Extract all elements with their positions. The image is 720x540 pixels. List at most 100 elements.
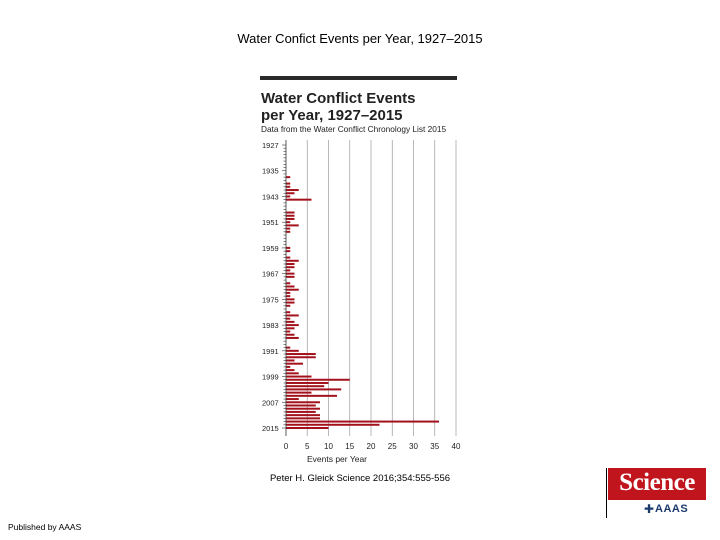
bar-1965: [286, 266, 295, 269]
bar-2007: [286, 401, 320, 404]
bar-2009: [286, 407, 320, 410]
bar-1981: [286, 317, 291, 320]
bar-1966: [286, 269, 291, 272]
bar-1995: [286, 362, 303, 365]
x-tick-label-20: 20: [367, 442, 376, 451]
bar-1997: [286, 369, 295, 372]
y-tick-label-1959: 1959: [262, 244, 279, 253]
bar-1949: [286, 214, 295, 217]
bar-1943: [286, 195, 291, 198]
bar-1982: [286, 320, 295, 323]
logo-divider: [606, 468, 607, 518]
aaas-logo-text: AAAS: [655, 503, 689, 515]
bar-2005: [286, 394, 337, 397]
bar-1967: [286, 272, 295, 275]
bar-2003: [286, 388, 342, 391]
bar-1963: [286, 259, 299, 262]
y-tick-label-1991: 1991: [262, 347, 279, 356]
x-tick-label-40: 40: [452, 442, 461, 451]
bar-1941: [286, 189, 299, 192]
y-tick-label-2007: 2007: [262, 398, 279, 407]
bar-2008: [286, 404, 316, 407]
bar-1985: [286, 330, 291, 333]
bar-1951: [286, 221, 291, 224]
bar-2014: [286, 423, 380, 426]
y-tick-label-1999: 1999: [262, 373, 279, 382]
bar-1952: [286, 224, 299, 227]
citation: Peter H. Gleick Science 2016;354:555-556: [269, 473, 451, 484]
bar-1984: [286, 327, 295, 330]
x-tick-label-10: 10: [324, 442, 333, 451]
aaas-emblem-icon: ✚: [644, 502, 655, 516]
bar-1939: [286, 182, 291, 185]
bar-1942: [286, 192, 295, 195]
chart-svg: Water Conflict Events per Year, 1927–201…: [260, 76, 461, 464]
bar-1991: [286, 349, 299, 352]
bar-1959: [286, 246, 291, 249]
bar-1962: [286, 256, 291, 259]
bar-2002: [286, 385, 325, 388]
y-tick-label-1927: 1927: [262, 141, 279, 150]
x-tick-label-5: 5: [305, 442, 310, 451]
bar-1973: [286, 291, 291, 294]
bar-1996: [286, 365, 291, 368]
science-logo: Science ✚ AAAS: [600, 466, 708, 520]
bar-1999: [286, 375, 312, 378]
x-tick-label-25: 25: [388, 442, 397, 451]
chart-title-line2: per Year, 1927–2015: [261, 107, 403, 124]
x-tick-label-0: 0: [284, 442, 289, 451]
x-axis-label: Events per Year: [307, 454, 367, 464]
bar-1964: [286, 262, 295, 265]
bar-1937: [286, 176, 291, 179]
bar-2006: [286, 398, 299, 401]
y-tick-label-1943: 1943: [262, 192, 279, 201]
bar-2015: [286, 427, 329, 429]
chart-x-axis: 0 5 10 15 20 25 30 35 40: [284, 442, 461, 451]
bar-1975: [286, 298, 295, 301]
chart-subtitle: Data from the Water Conflict Chronology …: [261, 124, 446, 134]
y-tick-label-2015: 2015: [262, 424, 279, 433]
bar-1990: [286, 346, 291, 349]
bar-1993: [286, 356, 316, 359]
bar-1983: [286, 324, 299, 327]
bar-1970: [286, 282, 291, 285]
y-tick-label-1951: 1951: [262, 218, 279, 227]
bar-2012: [286, 417, 320, 420]
bar-1960: [286, 250, 291, 253]
bar-1971: [286, 285, 295, 288]
bar-2001: [286, 381, 329, 384]
chart-title-line1: Water Conflict Events: [261, 90, 415, 107]
bar-1940: [286, 185, 291, 188]
chart-grid: [306, 140, 457, 436]
bar-1944: [286, 198, 312, 201]
bar-1980: [286, 314, 299, 317]
bar-1950: [286, 217, 295, 220]
y-tick-label-1935: 1935: [262, 167, 279, 176]
bar-2010: [286, 410, 316, 413]
y-tick-label-1967: 1967: [262, 270, 279, 279]
x-tick-label-35: 35: [430, 442, 439, 451]
x-tick-label-30: 30: [409, 442, 418, 451]
bar-1976: [286, 301, 295, 304]
bar-1974: [286, 295, 291, 298]
bar-1948: [286, 211, 295, 214]
bar-1994: [286, 359, 295, 362]
chart-bars: [286, 176, 439, 429]
x-tick-label-15: 15: [345, 442, 354, 451]
science-logo-text: Science: [619, 469, 695, 496]
bar-1953: [286, 227, 291, 230]
bar-1972: [286, 288, 299, 291]
bar-1977: [286, 304, 291, 307]
bar-1998: [286, 372, 299, 375]
bar-2013: [286, 420, 439, 423]
published-by: Published by AAAS: [8, 522, 82, 532]
bar-2011: [286, 414, 320, 417]
science-logo-box: Science: [608, 468, 706, 500]
chart-top-rule: [260, 76, 457, 80]
bar-1987: [286, 336, 299, 339]
bar-1954: [286, 230, 291, 233]
bar-1979: [286, 311, 291, 314]
bar-1986: [286, 333, 295, 336]
y-tick-label-1983: 1983: [262, 321, 279, 330]
slide-title: Water Confict Events per Year, 1927–2015: [237, 31, 483, 46]
